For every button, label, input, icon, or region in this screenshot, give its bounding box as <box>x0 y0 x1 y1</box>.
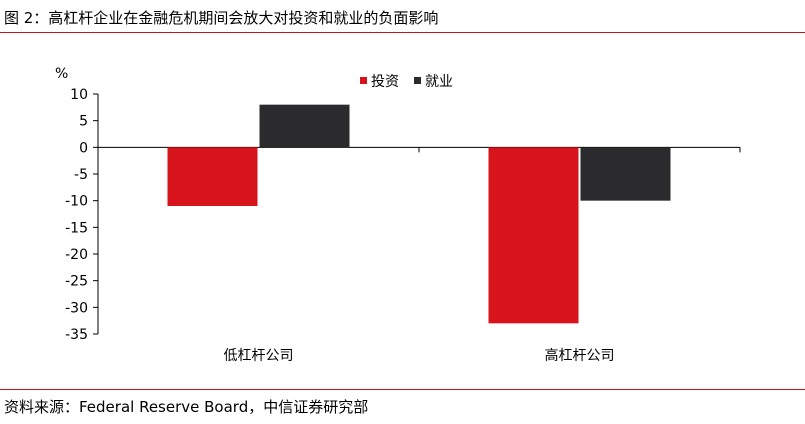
bars <box>167 104 671 324</box>
legend-swatch <box>360 77 367 84</box>
x-category-labels: 低杠杆公司 高杠杆公司 <box>224 347 615 364</box>
bar-employment <box>259 104 350 148</box>
bar-chart: 10 5 0 -5 -10 -15 -20 -25 -30 -35 低杠杆公司 高杠杆公司 投资 就业… <box>55 66 741 364</box>
y-axis-unit: % <box>55 66 68 82</box>
y-tick-label: 0 <box>79 140 88 156</box>
bar-investment <box>167 147 258 206</box>
category-label: 低杠杆公司 <box>224 348 294 364</box>
y-tick-label: -15 <box>65 220 88 236</box>
y-tick-label: -25 <box>65 274 88 290</box>
y-tick-label: 10 <box>70 87 88 103</box>
y-tick-label: -30 <box>65 300 88 316</box>
title-divider <box>0 32 805 33</box>
source-note: 资料来源：Federal Reserve Board，中信证券研究部 <box>4 398 369 416</box>
legend-label: 投资 <box>371 74 399 90</box>
bar-investment <box>488 147 579 324</box>
y-tick-label: -35 <box>65 327 88 343</box>
y-tick-label: -5 <box>74 167 88 183</box>
y-tick-label: -10 <box>65 194 88 210</box>
legend-label: 就业 <box>425 74 453 90</box>
legend-swatch <box>414 77 421 84</box>
category-label: 高杠杆公司 <box>545 347 615 364</box>
y-tick-label: 5 <box>79 114 88 130</box>
axes <box>93 93 741 335</box>
source-divider <box>0 389 805 390</box>
y-tick-label: -20 <box>65 247 88 263</box>
legend: 投资 就业 <box>360 74 453 90</box>
bar-employment <box>580 147 671 201</box>
y-tick-labels: 10 5 0 -5 -10 -15 -20 -25 -30 -35 <box>65 87 88 343</box>
chart-title: 图 2：高杠杆企业在金融危机期间会放大对投资和就业的负面影响 <box>4 9 439 27</box>
